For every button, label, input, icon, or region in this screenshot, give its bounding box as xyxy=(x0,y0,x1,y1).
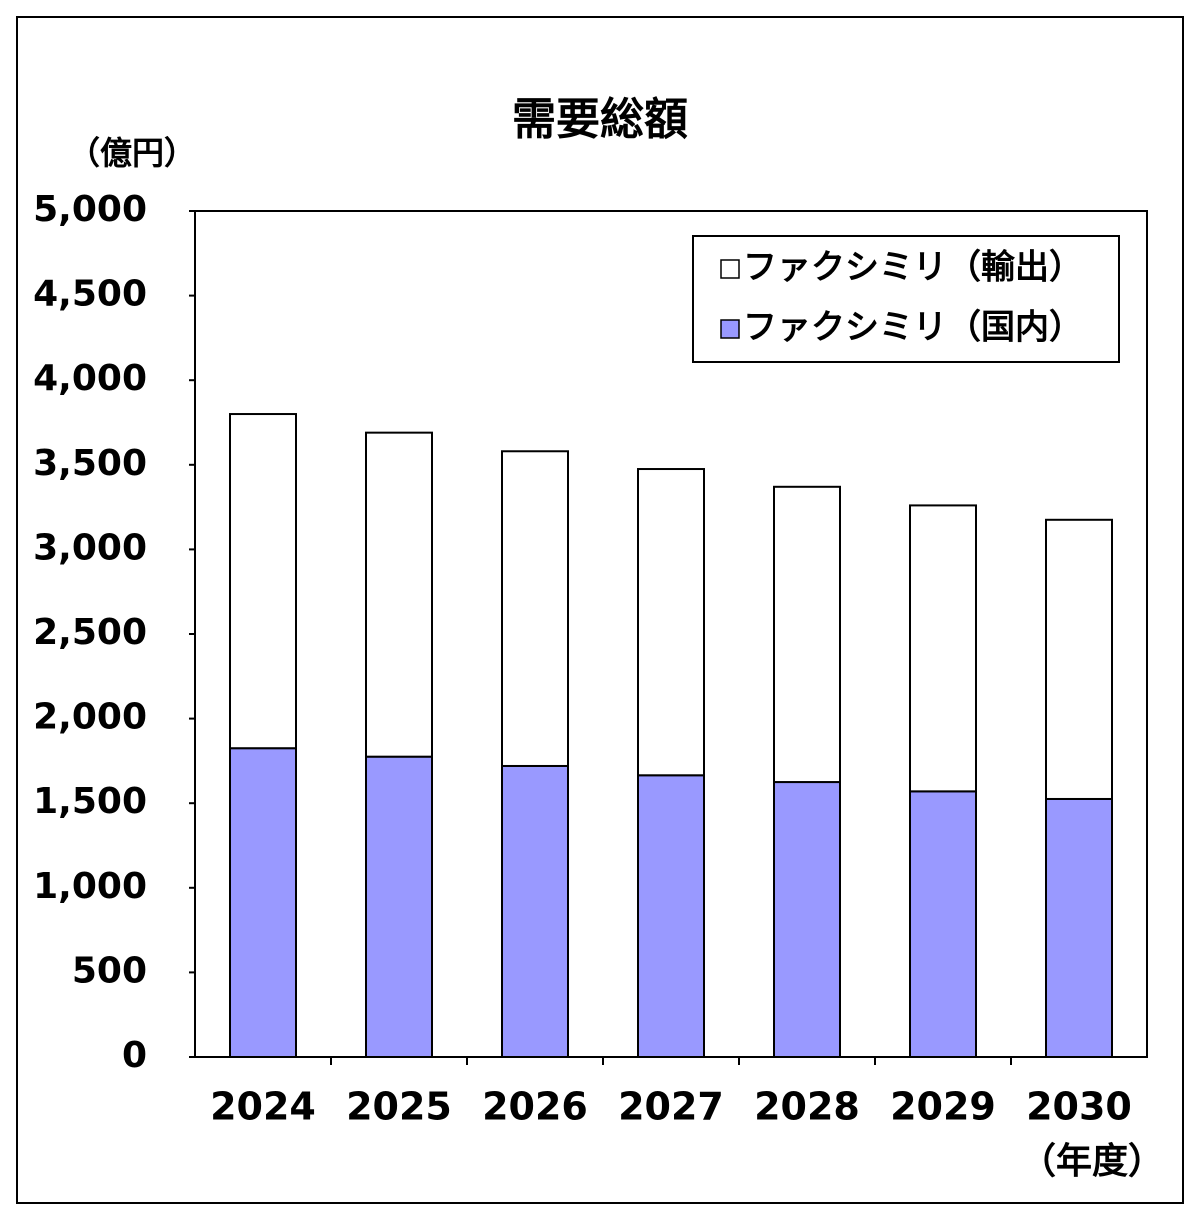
x-tick-label: 2025 xyxy=(346,1085,452,1129)
y-tick-label: 1,000 xyxy=(33,866,147,907)
bar-segment xyxy=(1045,518,1113,800)
x-tick-label: 2026 xyxy=(482,1085,588,1129)
bar-segment xyxy=(501,450,569,767)
y-tick-label: 3,500 xyxy=(33,443,147,484)
bar-segment xyxy=(637,468,705,777)
x-tick-label: 2030 xyxy=(1026,1085,1132,1129)
bar-segment xyxy=(501,764,569,1058)
y-tick-label: 5,000 xyxy=(33,189,147,230)
legend-label: ファクシミリ（国内） xyxy=(743,308,1083,348)
bar-segment xyxy=(773,485,841,784)
legend-swatch xyxy=(720,259,740,279)
legend-box xyxy=(692,235,1120,363)
y-tick-label: 4,000 xyxy=(33,358,147,399)
legend-swatch xyxy=(720,319,740,339)
y-unit-label: （億円） xyxy=(68,134,196,172)
y-tick-label: 2,000 xyxy=(33,697,147,738)
bar-segment xyxy=(909,790,977,1059)
bar-segment xyxy=(773,781,841,1058)
y-tick-label: 500 xyxy=(72,950,147,991)
bar-segment xyxy=(229,747,297,1059)
y-tick-label: 2,500 xyxy=(33,612,147,653)
y-tick-label: 3,000 xyxy=(33,527,147,568)
bar-segment xyxy=(229,413,297,750)
y-tick-label: 4,500 xyxy=(33,274,147,315)
bar-segment xyxy=(365,431,433,758)
chart-title: 需要総額 xyxy=(512,94,688,145)
x-tick-label: 2029 xyxy=(890,1085,996,1129)
x-tick-label: 2027 xyxy=(618,1085,724,1129)
x-tick-label: 2028 xyxy=(754,1085,860,1129)
x-tick-label: 2024 xyxy=(210,1085,316,1129)
y-tick-label: 0 xyxy=(122,1035,147,1076)
bar-segment xyxy=(365,755,433,1058)
x-unit-label: （年度） xyxy=(1020,1141,1164,1182)
bar-segment xyxy=(909,504,977,793)
bar-segment xyxy=(1045,797,1113,1058)
y-tick-label: 1,500 xyxy=(33,781,147,822)
bar-segment xyxy=(637,774,705,1058)
legend-label: ファクシミリ（輸出） xyxy=(743,248,1083,288)
